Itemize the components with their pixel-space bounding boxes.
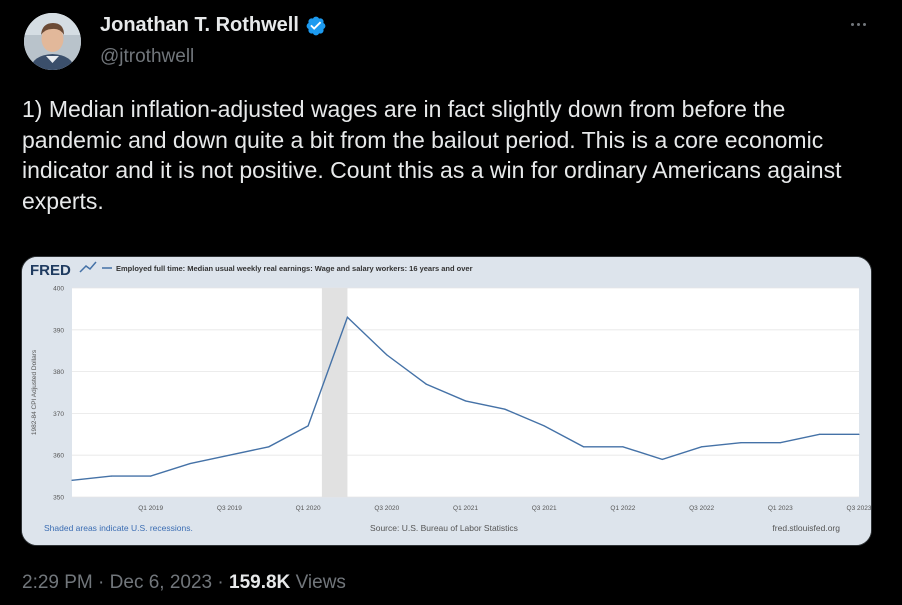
x-tick-label: Q3 2020 — [374, 505, 399, 512]
data-point — [386, 354, 388, 356]
data-point — [464, 400, 467, 402]
data-point — [779, 442, 781, 444]
views-label: Views — [295, 572, 346, 593]
data-point — [307, 425, 309, 427]
y-tick-label: 400 — [53, 286, 64, 293]
data-point — [819, 433, 821, 435]
x-tick-labels: Q1 2019 Q3 2019 Q1 2020 Q3 2020 Q1 2021 Q3 20… — [138, 505, 872, 512]
x-tick-label: Q3 2019 — [217, 505, 242, 512]
data-point — [150, 475, 152, 477]
fred-logo-icon — [79, 261, 97, 273]
series-points — [71, 316, 860, 481]
data-point — [661, 458, 663, 460]
y-tick-label: 350 — [53, 495, 64, 502]
fred-url: fred.stlouisfed.org — [772, 523, 840, 533]
x-tick-label: Q1 2020 — [296, 505, 321, 512]
x-tick-label: Q1 2023 — [768, 505, 793, 512]
data-point — [189, 462, 191, 465]
recession-note: Shaded areas indicate U.S. recessions. — [44, 523, 193, 533]
more-dots-icon — [850, 22, 854, 26]
avatar-image — [24, 13, 81, 70]
data-point — [701, 446, 703, 448]
avatar[interactable] — [24, 13, 81, 70]
display-name[interactable]: Jonathan T. Rothwell — [100, 14, 299, 36]
x-tick-label: Q3 2021 — [532, 505, 557, 512]
data-point — [858, 433, 860, 435]
more-options-button[interactable] — [843, 14, 873, 34]
x-tick-label: Q1 2019 — [138, 505, 163, 512]
tweet-meta: 2:29 PM · Dec 6, 2023 · 159.8K Views — [22, 572, 346, 594]
y-tick-label: 380 — [53, 369, 64, 376]
x-tick-label: Q3 2023 — [847, 505, 872, 512]
tweet-time[interactable]: 2:29 PM — [22, 572, 93, 593]
data-point — [110, 475, 112, 477]
x-tick-label: Q3 2022 — [689, 505, 714, 512]
data-point — [543, 425, 545, 427]
author-name-row: Jonathan T. Rothwell — [100, 14, 327, 37]
x-tick-label: Q1 2022 — [610, 505, 635, 512]
x-tick-label: Q1 2021 — [453, 505, 478, 512]
data-point — [268, 446, 270, 448]
user-handle[interactable]: @jtrothwell — [100, 46, 195, 67]
data-point — [346, 316, 349, 318]
data-point — [425, 383, 427, 385]
tweet-media-image[interactable]: FRED Employed full time: Median usual we… — [21, 256, 872, 546]
views-count: 159.8K — [229, 572, 291, 593]
y-tick-labels: 350 360 370 380 390 400 — [53, 286, 64, 502]
fred-chart: FRED Employed full time: Median usual we… — [22, 257, 872, 545]
y-tick-label: 360 — [53, 453, 64, 460]
legend-series-title: Employed full time: Median usual weekly … — [116, 264, 473, 273]
y-tick-label: 390 — [53, 327, 64, 334]
fred-logo: FRED — [30, 262, 71, 279]
verified-badge-icon — [306, 16, 326, 35]
data-point — [504, 408, 506, 410]
tweet-text: 1) Median inflation-adjusted wages are i… — [22, 96, 848, 214]
data-point — [740, 442, 742, 444]
separator: · — [98, 572, 105, 593]
grid-layer — [72, 287, 859, 498]
y-axis-label: 1982-84 CPI Adjusted Dollars — [31, 349, 38, 435]
tweet-date[interactable]: Dec 6, 2023 — [109, 572, 213, 593]
plot-area — [72, 288, 859, 497]
recession-shade — [321, 288, 348, 497]
data-point — [582, 446, 585, 448]
separator: · — [217, 572, 224, 593]
data-point — [71, 479, 73, 481]
y-tick-label: 370 — [53, 411, 64, 418]
data-point — [228, 454, 230, 456]
data-point — [622, 446, 624, 448]
source-note: Source: U.S. Bureau of Labor Statistics — [370, 523, 518, 533]
